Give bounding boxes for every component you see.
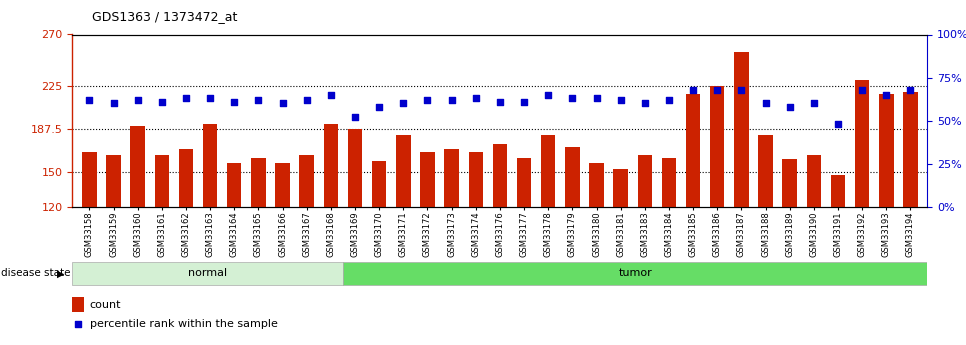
Text: ▶: ▶ [57,268,65,278]
Point [806,101,821,106]
Bar [807,155,821,207]
Point [203,96,218,101]
Point [757,101,773,106]
Text: percentile rank within the sample: percentile rank within the sample [90,319,277,329]
Bar [130,127,145,207]
Bar [686,94,700,207]
Point [588,96,605,101]
Point [71,322,86,327]
Bar [855,80,869,207]
Bar [155,155,169,207]
Bar [782,159,797,207]
Bar [72,297,84,312]
Point [347,115,362,120]
Bar [82,152,97,207]
Bar [903,92,918,207]
Point [854,87,869,92]
Point [734,87,750,92]
Bar [106,155,121,207]
Point [226,99,242,105]
Bar [589,163,604,207]
Point [638,101,653,106]
Point [709,87,724,92]
Bar [444,149,459,207]
Bar [469,152,483,207]
Point [443,97,460,103]
Text: normal: normal [188,268,227,278]
Bar [348,129,362,207]
Point [106,101,122,106]
Bar [420,152,435,207]
Bar [541,135,555,207]
FancyBboxPatch shape [343,262,927,285]
Bar [613,169,628,207]
Bar [879,94,894,207]
Bar [396,135,411,207]
Point [419,97,435,103]
Bar [324,124,338,207]
Point [830,121,846,127]
Bar [227,163,242,207]
Bar [517,158,531,207]
Point [371,104,386,110]
Point [541,92,556,98]
Point [274,101,290,106]
Bar [275,163,290,207]
Bar [662,158,676,207]
Point [782,104,798,110]
Bar [179,149,193,207]
Point [323,92,338,98]
Point [299,97,315,103]
Bar [710,86,724,207]
Point [516,99,531,105]
Bar [565,147,580,207]
Bar [638,155,652,207]
Point [685,87,700,92]
Bar [203,124,217,207]
Text: GDS1363 / 1373472_at: GDS1363 / 1373472_at [92,10,237,23]
Text: disease state: disease state [1,268,71,278]
Point [902,87,918,92]
Point [661,97,676,103]
Point [82,97,98,103]
Text: count: count [90,300,122,310]
Bar [372,161,386,207]
Point [396,101,412,106]
Point [468,96,483,101]
Bar [299,155,314,207]
Point [155,99,170,105]
Bar [493,144,507,207]
Bar [758,135,773,207]
Point [129,97,146,103]
Bar [251,158,266,207]
Point [178,96,193,101]
FancyBboxPatch shape [72,262,343,285]
Point [612,97,628,103]
Bar [734,52,749,207]
Bar [831,175,845,207]
Point [564,96,580,101]
Point [251,97,267,103]
Point [492,99,508,105]
Point [878,92,894,98]
Text: tumor: tumor [618,268,652,278]
